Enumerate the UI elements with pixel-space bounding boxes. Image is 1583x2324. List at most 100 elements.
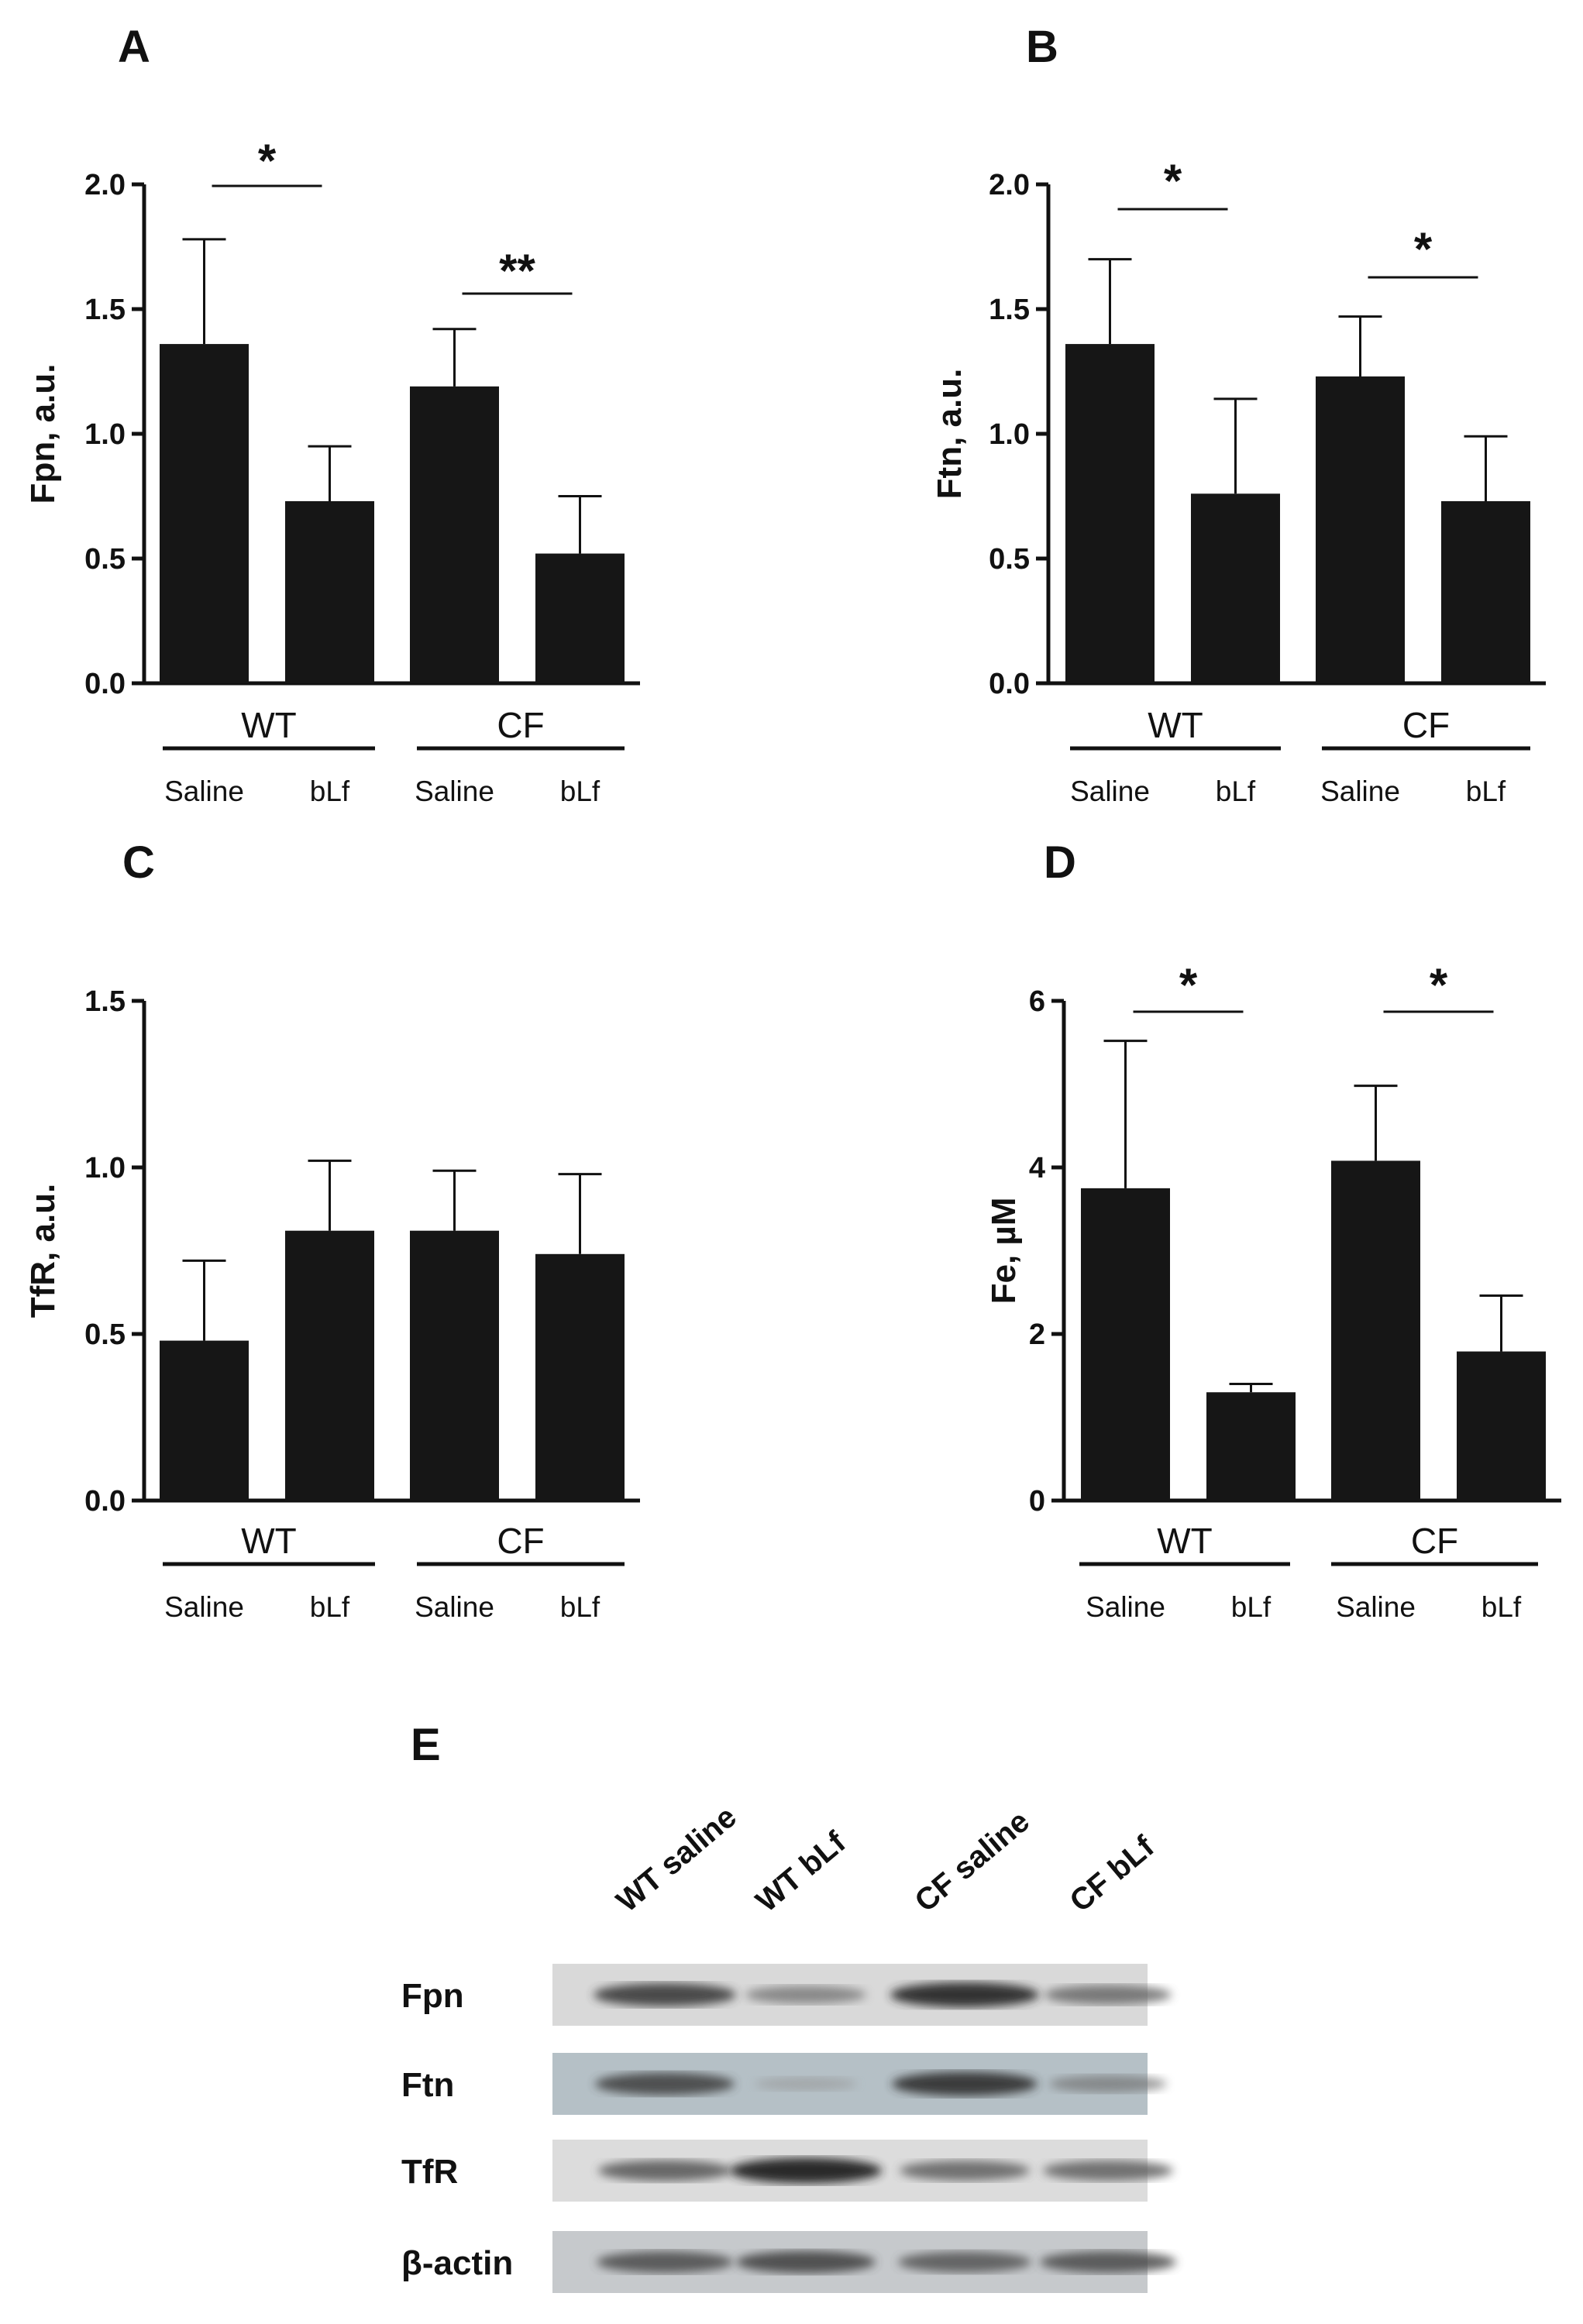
category-label: Saline xyxy=(415,1591,494,1623)
bar-wt-saline xyxy=(1081,1188,1170,1501)
significance-marker: * xyxy=(258,135,277,187)
category-label: bLf xyxy=(1466,775,1506,807)
y-axis-title: Fe, µM xyxy=(985,1198,1023,1305)
y-tick-label: 2.0 xyxy=(989,169,1030,201)
blot-band xyxy=(597,2251,733,2273)
y-axis-title: Ftn, a.u. xyxy=(931,369,969,500)
y-axis-title: Fpn, a.u. xyxy=(24,364,62,504)
y-tick-label: 6 xyxy=(1029,985,1045,1018)
group-label-cf: CF xyxy=(1402,705,1450,745)
bar-cf-saline xyxy=(410,1230,499,1501)
significance-marker: * xyxy=(1414,223,1433,275)
blot-row-label: TfR xyxy=(401,2153,458,2191)
group-label-cf: CF xyxy=(497,1521,544,1561)
bar-wt-blf xyxy=(1206,1392,1296,1501)
group-label-wt: WT xyxy=(241,1521,297,1561)
blot-band xyxy=(900,2161,1030,2181)
group-label-wt: WT xyxy=(1157,1521,1213,1561)
group-label-cf: CF xyxy=(1411,1521,1458,1561)
group-label-wt: WT xyxy=(1148,705,1203,745)
y-tick-label: 0.0 xyxy=(84,1485,126,1518)
bar-cf-saline xyxy=(410,386,499,683)
blot-row-label: β-actin xyxy=(401,2244,513,2282)
y-tick-label: 0.5 xyxy=(84,543,126,576)
panel-letter-a: A xyxy=(118,22,150,72)
blot-band xyxy=(730,2157,882,2184)
bar-wt-saline xyxy=(160,1340,249,1501)
blot-band xyxy=(1044,1985,1172,2005)
bar-cf-saline xyxy=(1316,376,1405,683)
significance-marker: * xyxy=(1430,959,1448,1011)
category-label: Saline xyxy=(1336,1591,1416,1623)
group-label-cf: CF xyxy=(497,705,544,745)
category-label: Saline xyxy=(1070,775,1150,807)
blot-band xyxy=(594,1983,736,2006)
blot-band xyxy=(1040,2251,1176,2273)
significance-marker: * xyxy=(1179,959,1198,1011)
blot-band xyxy=(898,2251,1031,2273)
category-label: bLf xyxy=(310,1591,350,1623)
panel-letter-d: D xyxy=(1044,837,1076,888)
category-label: bLf xyxy=(1216,775,1256,807)
y-tick-label: 0.5 xyxy=(84,1318,126,1351)
y-tick-label: 1.5 xyxy=(84,985,126,1018)
category-label: Saline xyxy=(164,1591,244,1623)
category-label: Saline xyxy=(415,775,494,807)
y-tick-label: 1.5 xyxy=(989,294,1030,326)
y-tick-label: 1.5 xyxy=(84,294,126,326)
significance-marker: ** xyxy=(499,245,535,297)
lane-label: WT bLf xyxy=(750,1825,853,1919)
blot-band xyxy=(598,2160,731,2181)
bar-cf-saline xyxy=(1331,1160,1420,1501)
blot-row-label: Ftn xyxy=(401,2066,454,2104)
panel-e-western-blot: E WT saline WT bLf CF saline CF bLf Fpn Ftn TfR… xyxy=(401,1720,1176,2293)
bar-cf-blf xyxy=(1441,500,1530,683)
category-label: Saline xyxy=(164,775,244,807)
bar-cf-blf xyxy=(535,1253,625,1501)
bar-wt-blf xyxy=(1191,493,1280,683)
bar-cf-blf xyxy=(535,553,625,683)
significance-marker: * xyxy=(1164,155,1182,207)
blot-band xyxy=(745,1985,866,2004)
y-axis-title: TfR, a.u. xyxy=(24,1184,62,1318)
y-tick-label: 0 xyxy=(1029,1485,1045,1518)
category-label: bLf xyxy=(1481,1591,1522,1623)
category-label: bLf xyxy=(1231,1591,1272,1623)
category-label: Saline xyxy=(1086,1591,1165,1623)
lane-label: CF bLf xyxy=(1064,1829,1161,1919)
y-tick-label: 0.5 xyxy=(989,543,1030,576)
bar-wt-saline xyxy=(1065,344,1155,683)
blot-band xyxy=(1043,2161,1173,2181)
bar-wt-blf xyxy=(285,1230,374,1501)
lane-label: CF saline xyxy=(909,1804,1037,1919)
panel-letter-c: C xyxy=(122,837,155,888)
y-tick-label: 1.0 xyxy=(989,418,1030,451)
blot-row-label: Fpn xyxy=(401,1977,464,2015)
panel-d-chart: D 0 2 4 6 Fe, µM WT CF Saline bLf Saline bLf * * xyxy=(985,837,1561,1623)
blot-band xyxy=(892,2071,1038,2096)
blot-band xyxy=(595,2072,735,2095)
category-label: bLf xyxy=(560,775,601,807)
blot-band xyxy=(755,2077,857,2091)
group-label-wt: WT xyxy=(241,705,297,745)
category-label: Saline xyxy=(1320,775,1400,807)
blot-band xyxy=(890,1982,1039,2007)
bar-cf-blf xyxy=(1457,1351,1546,1501)
blot-band xyxy=(1049,2075,1167,2092)
bar-wt-blf xyxy=(285,500,374,683)
lane-label: WT saline xyxy=(611,1800,743,1919)
panel-letter-b: B xyxy=(1026,22,1058,72)
category-label: bLf xyxy=(310,775,350,807)
panel-letter-e: E xyxy=(411,1720,441,1770)
y-tick-label: 1.0 xyxy=(84,418,126,451)
category-label: bLf xyxy=(560,1591,601,1623)
y-tick-label: 2 xyxy=(1029,1318,1045,1351)
y-tick-label: 0.0 xyxy=(989,668,1030,700)
blot-band xyxy=(736,2250,876,2274)
y-tick-label: 1.0 xyxy=(84,1152,126,1184)
y-tick-label: 4 xyxy=(1029,1152,1045,1184)
